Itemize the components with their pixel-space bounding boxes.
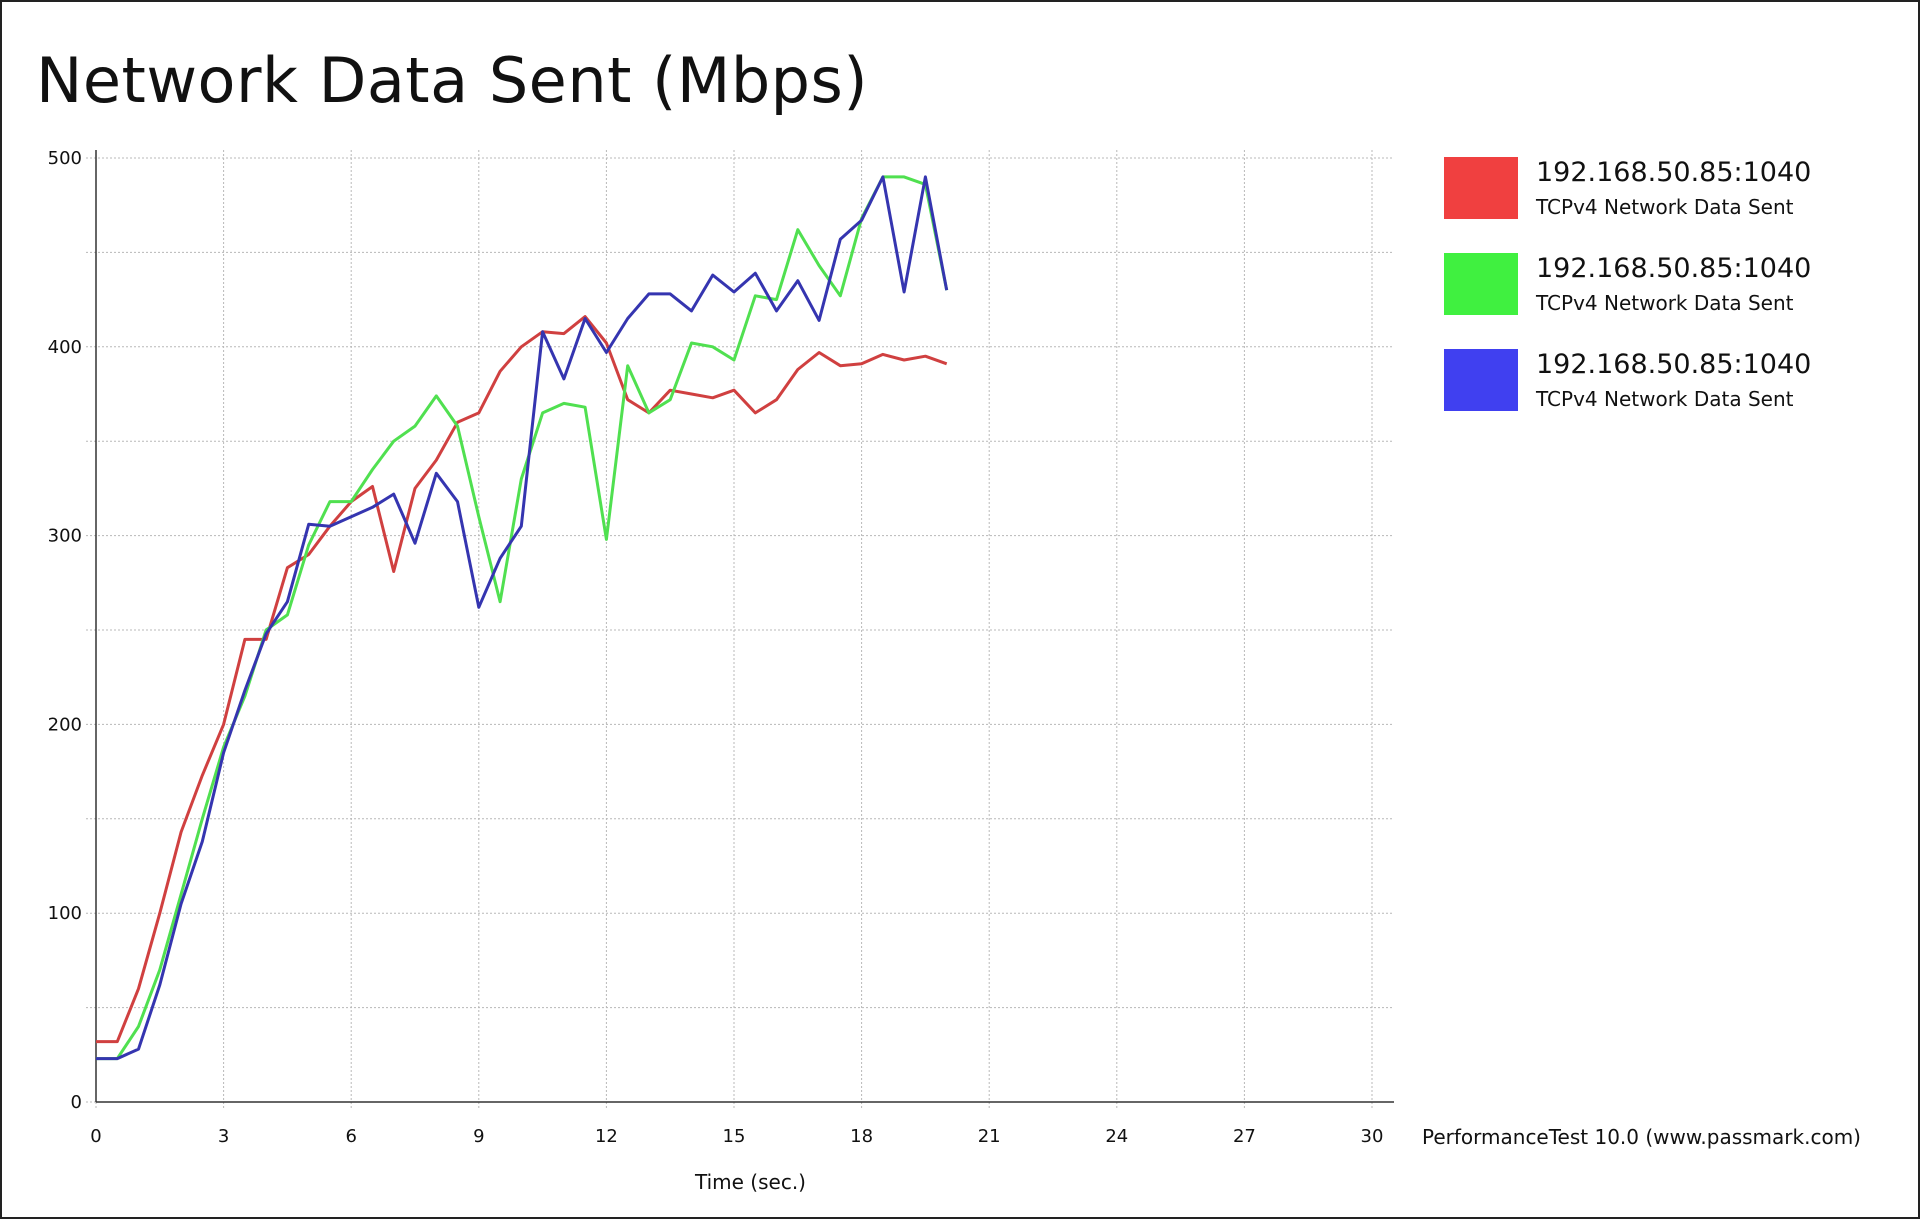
legend-item-2: 192.168.50.85:1040 TCPv4 Network Data Se… xyxy=(1444,253,1864,317)
legend-label-3: 192.168.50.85:1040 xyxy=(1536,349,1812,380)
legend-label-1: 192.168.50.85:1040 xyxy=(1536,157,1812,188)
x-tick-label-10: 30 xyxy=(1361,1126,1384,1147)
x-tick-label-0: 0 xyxy=(90,1126,101,1147)
legend-description-1: TCPv4 Network Data Sent xyxy=(1536,195,1794,219)
y-tick-label-1: 100 xyxy=(48,903,82,924)
legend-description-2: TCPv4 Network Data Sent xyxy=(1536,291,1794,315)
x-tick-label-7: 21 xyxy=(978,1126,1001,1147)
legend-swatch-3 xyxy=(1444,349,1518,411)
y-tick-label-3: 300 xyxy=(48,526,82,547)
legend-item-3: 192.168.50.85:1040 TCPv4 Network Data Se… xyxy=(1444,349,1864,413)
y-tick-label-2: 200 xyxy=(48,714,82,735)
chart-title: Network Data Sent (Mbps) xyxy=(36,44,869,117)
grid xyxy=(86,150,1394,1110)
x-tick-label-4: 12 xyxy=(595,1126,618,1147)
x-tick-label-8: 24 xyxy=(1105,1126,1128,1147)
footer-credit: PerformanceTest 10.0 (www.passmark.com) xyxy=(1422,1125,1861,1149)
y-tick-label-0: 0 xyxy=(71,1092,82,1113)
y-tick-label-4: 400 xyxy=(48,337,82,358)
x-tick-label-3: 9 xyxy=(473,1126,484,1147)
x-tick-label-1: 3 xyxy=(218,1126,229,1147)
series-lines xyxy=(96,175,949,1061)
legend-item-1: 192.168.50.85:1040 TCPv4 Network Data Se… xyxy=(1444,157,1864,221)
legend-swatch-2 xyxy=(1444,253,1518,315)
series-line-3 xyxy=(96,175,949,1061)
y-tick-label-5: 500 xyxy=(48,148,82,169)
legend-label-2: 192.168.50.85:1040 xyxy=(1536,253,1812,284)
x-tick-label-2: 6 xyxy=(345,1126,356,1147)
x-tick-label-5: 15 xyxy=(723,1126,746,1147)
x-tick-label-6: 18 xyxy=(850,1126,873,1147)
legend-description-3: TCPv4 Network Data Sent xyxy=(1536,387,1794,411)
series-line-1 xyxy=(96,315,948,1044)
legend-swatch-1 xyxy=(1444,157,1518,219)
x-tick-label-9: 27 xyxy=(1233,1126,1256,1147)
x-axis-label: Time (sec.) xyxy=(695,1170,806,1194)
